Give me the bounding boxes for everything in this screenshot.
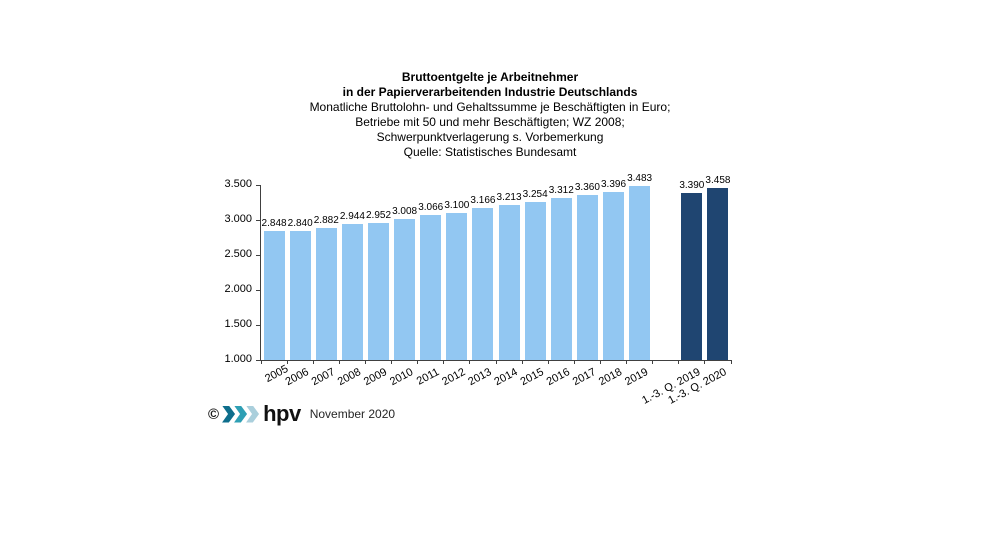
- y-axis-tick: [256, 324, 261, 326]
- hpv-logo-text: hpv: [263, 401, 301, 426]
- y-axis-tick: [256, 359, 261, 361]
- bar-1.-3. Q. 2019: [681, 192, 703, 360]
- bar-2011: [420, 215, 442, 360]
- bar-2010: [394, 219, 416, 360]
- bar-value-label: 3.396: [600, 179, 627, 191]
- x-axis-tick: [364, 360, 366, 364]
- bar-value-label: 2.848: [261, 217, 287, 229]
- x-axis-tick: [443, 360, 445, 364]
- x-axis-tick: [521, 360, 523, 364]
- y-axis-tick: [256, 184, 261, 186]
- chart-subtitle-line3: Schwerpunktverlagerung s. Vorbemerkung: [376, 130, 604, 144]
- bar-value-label: 3.066: [418, 202, 444, 214]
- bar-2017: [576, 194, 598, 360]
- x-axis-tick: [652, 360, 654, 364]
- x-axis-tick: [391, 360, 393, 364]
- x-axis-tick: [417, 360, 419, 364]
- x-axis-tick: [573, 360, 575, 364]
- y-axis-label: 3.000: [224, 213, 252, 225]
- bar-2015: [524, 202, 546, 360]
- x-axis-tick: [678, 360, 680, 364]
- x-axis-tick: [312, 360, 314, 364]
- x-axis-tick: [338, 360, 340, 364]
- x-axis-tick: [626, 360, 628, 364]
- x-axis-tick: [469, 360, 471, 364]
- bar-value-label: 3.458: [705, 174, 731, 186]
- bar-value-label: 3.483: [627, 173, 653, 185]
- chart-subtitle-line1: Monatliche Bruttolohn- und Gehaltssumme …: [309, 100, 671, 114]
- chevron-icon: [246, 405, 260, 423]
- bar-2006: [289, 231, 311, 360]
- bar-value-label: 2.944: [339, 210, 365, 222]
- y-axis-label: 3.500: [224, 178, 252, 190]
- x-axis-tick: [547, 360, 549, 364]
- bar-value-label: 3.254: [522, 189, 548, 201]
- footer: © hpv November 2020: [208, 401, 395, 427]
- y-axis-tick: [256, 289, 261, 291]
- bar-value-label: 3.166: [470, 195, 496, 207]
- chevron-icon: [234, 405, 248, 423]
- bar-2009: [368, 223, 389, 360]
- bar-2018: [603, 192, 624, 360]
- bar-1.-3. Q. 2020: [707, 187, 729, 360]
- bar-value-label: 3.213: [496, 192, 522, 204]
- chart-title-line1: Bruttoentgelte je Arbeitnehmer: [401, 70, 579, 84]
- hpv-logo: hpv: [222, 403, 301, 425]
- bar-2008: [341, 223, 363, 360]
- x-axis-tick: [704, 360, 706, 364]
- bar-value-label: 3.360: [574, 181, 600, 193]
- bar-value-label: 3.100: [444, 200, 470, 211]
- y-axis-label: 1.500: [224, 318, 252, 330]
- bar-2019: [629, 186, 651, 360]
- x-axis-tick: [260, 360, 262, 364]
- chart-title-block: Bruttoentgelte je Arbeitnehmer in der Pa…: [0, 70, 980, 160]
- bar-2014: [498, 205, 520, 360]
- x-axis-tick: [599, 360, 601, 364]
- plot-area: 3.500 3.000 2.500 2.000 1.500 1.000 2.848 2005 2…: [224, 173, 732, 407]
- y-axis-label: 2.000: [224, 283, 252, 295]
- bar-value-label: 2.840: [287, 218, 313, 230]
- x-axis-tick: [730, 360, 732, 364]
- y-axis-tick: [256, 219, 261, 221]
- x-axis-tick: [495, 360, 497, 364]
- bar-2012: [446, 213, 468, 360]
- copyright-symbol: ©: [208, 405, 220, 423]
- bar-2016: [550, 198, 572, 360]
- bar-value-label: 2.952: [365, 210, 392, 222]
- y-axis-label: 1.000: [224, 353, 252, 365]
- x-axis-tick: [286, 360, 288, 364]
- bar-2007: [315, 228, 337, 360]
- bar-2005: [263, 230, 285, 360]
- y-axis-tick: [256, 254, 261, 256]
- bar-value-label: 3.390: [679, 179, 705, 191]
- bar-2013: [472, 208, 494, 360]
- footer-date: November 2020: [309, 407, 396, 421]
- chevron-icon: [222, 405, 236, 423]
- bar-value-label: 3.312: [548, 185, 574, 197]
- y-axis-label: 2.500: [224, 248, 252, 260]
- bar-value-label: 3.008: [392, 206, 418, 218]
- chart-title-line2: in der Papierverarbeitenden Industrie De…: [342, 85, 638, 99]
- bar-value-label: 2.882: [313, 215, 339, 227]
- chart-source-line: Quelle: Statistisches Bundesamt: [403, 145, 577, 159]
- chart-subtitle-line2: Betriebe mit 50 und mehr Beschäftigten; …: [355, 115, 625, 129]
